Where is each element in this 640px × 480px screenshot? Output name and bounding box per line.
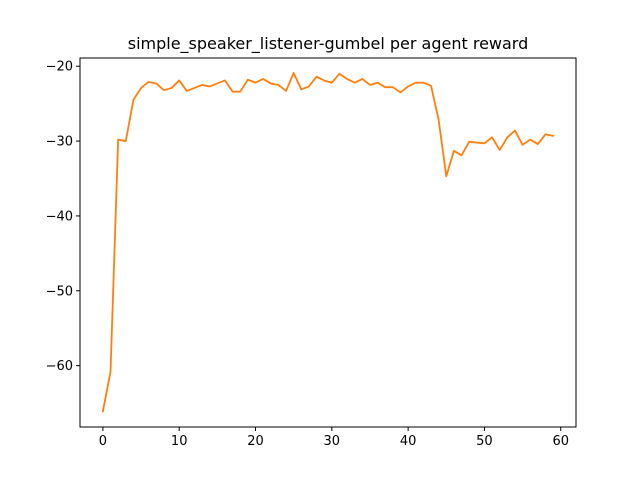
y-axis: −60 −50 −40 −30 −20	[46, 60, 80, 374]
chart-title: simple_speaker_listener-gumbel per agent…	[128, 34, 529, 54]
x-tick-label: 20	[247, 434, 264, 449]
x-tick-label: 50	[476, 434, 493, 449]
x-tick-label: 0	[99, 434, 107, 449]
axes-frame	[79, 57, 577, 428]
y-tick-label: −50	[46, 284, 73, 299]
x-axis: 0 10 20 30 40 50 60	[99, 427, 569, 449]
y-tick-label: −30	[46, 135, 73, 150]
series-layer	[101, 72, 555, 413]
x-tick-label: 40	[400, 434, 417, 449]
x-tick-label: 10	[171, 434, 188, 449]
y-tick-label: −60	[46, 359, 73, 374]
y-tick-label: −40	[46, 209, 73, 224]
x-tick-label: 30	[324, 434, 341, 449]
y-tick-label: −20	[46, 60, 73, 75]
x-tick-label: 60	[552, 434, 569, 449]
series-line	[101, 72, 555, 413]
